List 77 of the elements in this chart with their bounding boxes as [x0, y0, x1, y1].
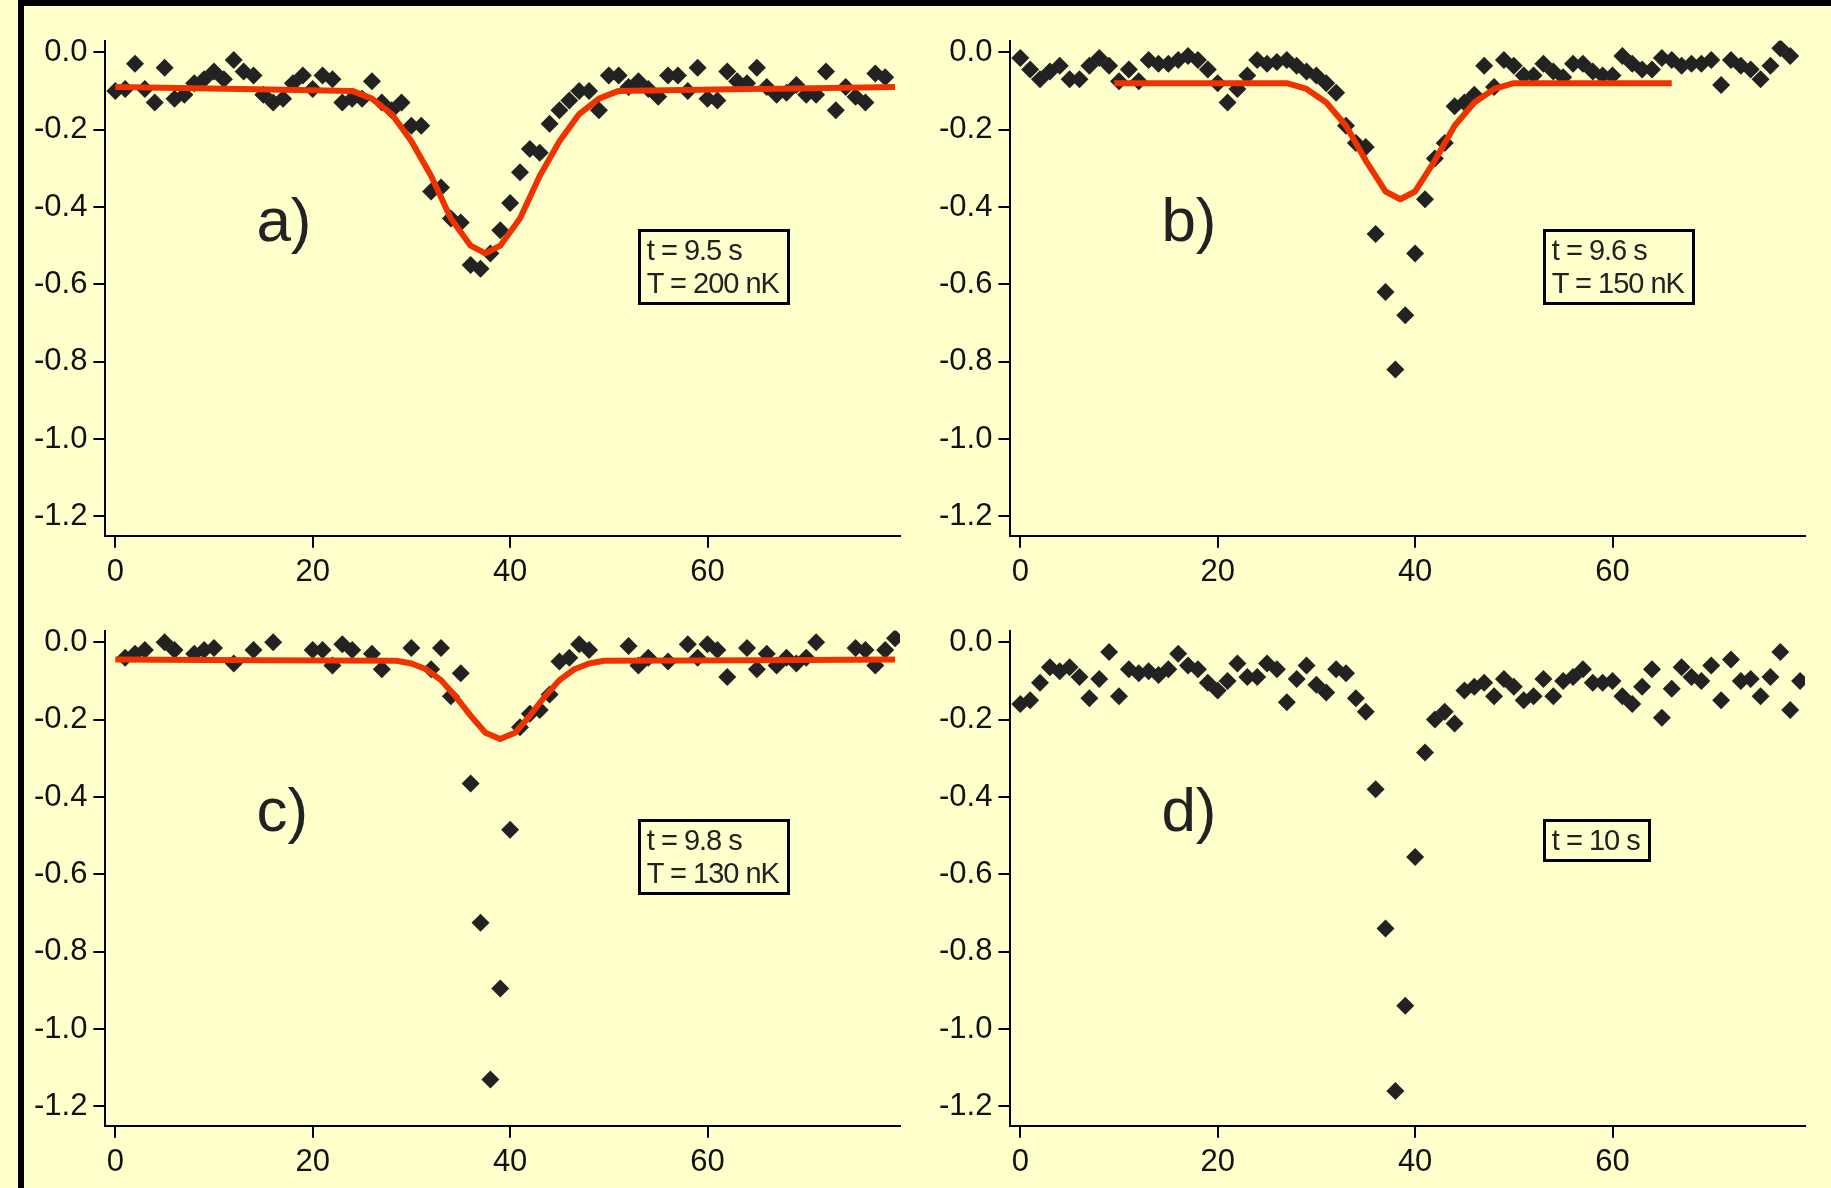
- x-tick-label: 60: [690, 552, 725, 588]
- point: [678, 635, 697, 654]
- x-tick-label: 60: [1595, 1142, 1630, 1178]
- point: [698, 635, 717, 654]
- point: [264, 633, 283, 652]
- y-tick-label: -0.6: [939, 854, 993, 890]
- annotation: t = 9.8 s T = 130 nK: [637, 818, 790, 895]
- point: [718, 668, 737, 687]
- annotation: d): [1161, 774, 1217, 846]
- point: [491, 979, 510, 998]
- annotation: t = 10 s: [1542, 818, 1651, 862]
- point: [807, 633, 826, 652]
- y-tick-label: -0.4: [34, 777, 88, 813]
- point: [402, 639, 421, 658]
- x-tick-label: 20: [295, 552, 330, 588]
- point: [333, 635, 352, 654]
- y-tick-label: -1.0: [34, 1009, 88, 1045]
- annotation: a): [256, 184, 312, 256]
- point: [244, 640, 263, 659]
- x-tick-label: 60: [1595, 552, 1630, 588]
- point: [560, 648, 579, 667]
- annotation: t = 9.5 s T = 200 nK: [637, 228, 790, 305]
- y-tick-label: 0.0: [44, 622, 88, 658]
- y-tick-label: -0.4: [34, 187, 88, 223]
- x-tick-label: 60: [690, 1142, 725, 1178]
- point: [343, 640, 362, 659]
- x-tick-label: 20: [1200, 1142, 1235, 1178]
- annotation: b): [1161, 184, 1217, 256]
- y-tick-label: -0.6: [939, 264, 993, 300]
- point: [461, 774, 480, 793]
- x-tick-label: 0: [106, 1142, 124, 1178]
- x-tick-label: 40: [492, 552, 528, 588]
- y-tick-label: -1.0: [939, 1009, 993, 1045]
- x-tick-label: 0: [1011, 1142, 1029, 1178]
- point: [155, 633, 174, 652]
- y-tick-label: -0.8: [34, 342, 88, 378]
- y-tick-label: -0.6: [34, 264, 88, 300]
- x-tick-label: 40: [492, 1142, 528, 1178]
- point: [708, 640, 727, 659]
- point: [580, 640, 599, 659]
- y-tick-label: -1.2: [34, 1087, 88, 1122]
- y-tick-label: 0.0: [949, 622, 993, 658]
- y-tick-label: -1.2: [939, 1087, 993, 1122]
- y-tick-label: -0.2: [939, 700, 993, 736]
- point: [738, 639, 757, 658]
- annotation: t = 9.6 s T = 150 nK: [1542, 228, 1695, 305]
- x-tick-label: 20: [1200, 552, 1235, 588]
- y-tick-label: -0.2: [34, 110, 88, 146]
- y-tick-label: -0.6: [34, 854, 88, 890]
- y-tick-label: -0.8: [34, 932, 88, 968]
- point: [432, 639, 451, 658]
- point: [619, 637, 638, 656]
- y-tick-label: -0.4: [939, 777, 993, 813]
- point: [481, 1070, 500, 1089]
- y-tick-label: -1.2: [939, 497, 993, 532]
- y-tick-label: -0.4: [939, 187, 993, 223]
- y-tick-label: 0.0: [44, 32, 88, 68]
- point: [471, 913, 490, 932]
- y-tick-label: 0.0: [949, 32, 993, 68]
- x-tick-label: 0: [106, 552, 124, 588]
- y-tick-label: -1.0: [34, 419, 88, 455]
- point: [501, 820, 520, 839]
- y-tick-label: -1.2: [34, 497, 88, 532]
- point: [570, 635, 589, 654]
- point: [451, 664, 470, 683]
- point: [876, 640, 895, 659]
- point: [165, 640, 184, 659]
- x-tick-label: 40: [1397, 552, 1433, 588]
- y-tick-label: -0.2: [34, 700, 88, 736]
- x-tick-label: 0: [1011, 552, 1029, 588]
- y-tick-label: -0.8: [939, 342, 993, 378]
- y-tick-label: -0.2: [939, 110, 993, 146]
- annotation: c): [256, 774, 309, 846]
- x-tick-label: 40: [1397, 1142, 1433, 1178]
- x-tick-label: 20: [295, 1142, 330, 1178]
- y-tick-label: -1.0: [939, 419, 993, 455]
- y-tick-label: -0.8: [939, 932, 993, 968]
